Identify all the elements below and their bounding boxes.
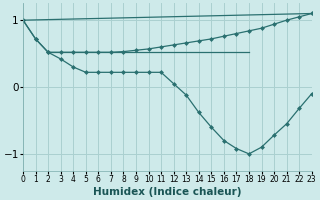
X-axis label: Humidex (Indice chaleur): Humidex (Indice chaleur): [93, 187, 242, 197]
